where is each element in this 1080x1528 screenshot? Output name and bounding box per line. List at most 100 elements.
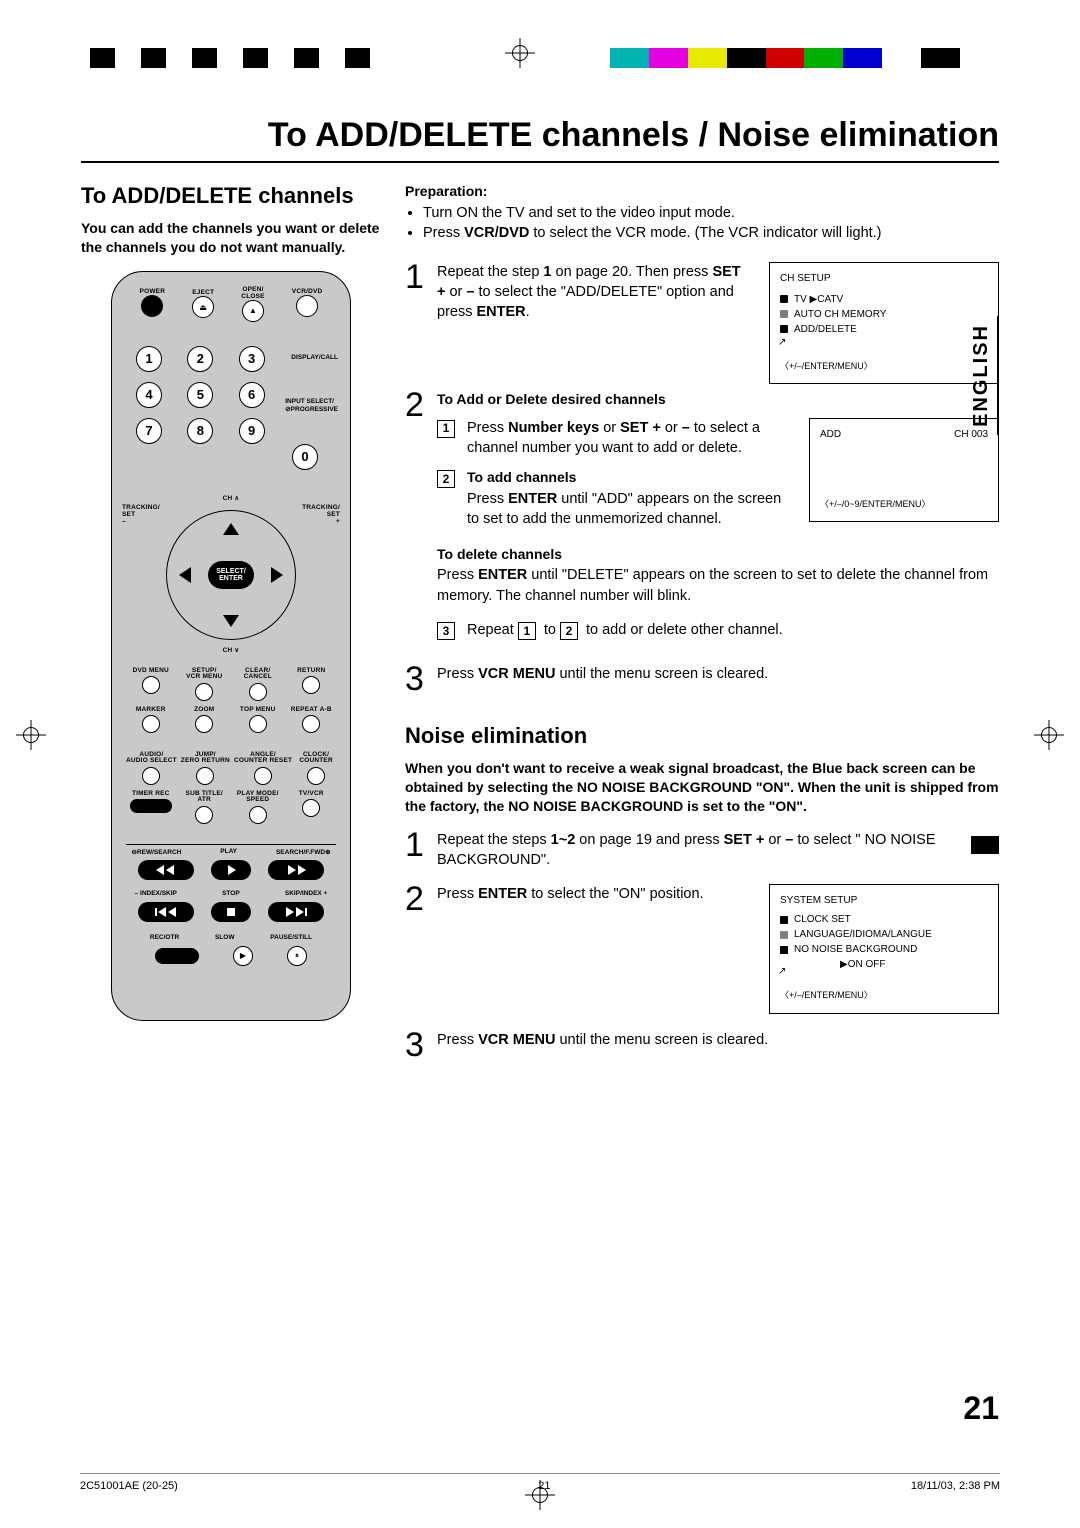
prep-item: Turn ON the TV and set to the video inpu… [423, 203, 999, 223]
ch-up-label: CH ∧ [112, 494, 350, 502]
remote-lbl-power: POWER [140, 288, 166, 295]
tv-footer: 〈+/–/0~9/ENTER/MENU〉 [820, 498, 988, 512]
step-1-text: Repeat the step 1 on page 20. Then press… [437, 262, 753, 323]
tracking-minus-label: TRACKING/ SET – [122, 504, 160, 525]
index-skip-minus-label: – INDEX/SKIP [135, 890, 177, 897]
remote-grid-2: AUDIO/ AUDIO SELECTJUMP/ ZERO RETURNANGL… [112, 752, 350, 830]
page-title: To ADD/DELETE channels / Noise eliminati… [81, 116, 999, 163]
remote-grid-1: DVD MENUSETUP/ VCR MENUCLEAR/ CANCELRETU… [112, 668, 350, 740]
page-content: To ADD/DELETE channels / Noise eliminati… [80, 115, 1000, 1428]
next-button-icon [268, 902, 324, 922]
registration-marks-top [0, 38, 1080, 78]
num-0: 0 [292, 444, 318, 470]
tv-line: LANGUAGE/IDIOMA/LANGUE [794, 927, 932, 942]
tv-line: AUTO CH MEMORY [794, 307, 886, 322]
rew-label: ⊖REW/SEARCH [131, 848, 181, 856]
footer-right: 18/11/03, 2:38 PM [911, 1480, 1000, 1492]
rec-button-icon [155, 948, 199, 964]
rec-label: REC/OTR [150, 934, 179, 941]
color-bars [610, 48, 960, 68]
num-6: 6 [239, 382, 265, 408]
step-2-heading: To Add or Delete desired channels [437, 390, 999, 410]
index-skip-plus-label: SKIP/INDEX + [285, 890, 327, 897]
ch-down-label: CH ∨ [112, 646, 350, 654]
noise-step-2-num: 2 [405, 884, 429, 915]
crosshair-top [505, 38, 535, 68]
substep-1-num: 1 [437, 420, 455, 438]
remote-lbl-vcrdvd: VCR/DVD [292, 288, 323, 295]
noise-step-1-num: 1 [405, 830, 429, 871]
remote-lbl-display: DISPLAY/CALL [291, 354, 338, 361]
num-1: 1 [136, 346, 162, 372]
tv-footer: 〈+/–/ENTER/MENU〉 [780, 989, 988, 1003]
num-4: 4 [136, 382, 162, 408]
eject-button-icon: ⏏ [192, 296, 214, 318]
vcrdvd-button-icon [296, 295, 318, 317]
step-3-num: 3 [405, 664, 429, 695]
add-channels-heading: To add channels [467, 469, 576, 485]
section1-intro: You can add the channels you want or del… [81, 219, 381, 257]
play-label: PLAY [220, 848, 237, 855]
tv-line: TV ▶CATV [794, 292, 843, 307]
arrow-right-icon [271, 567, 283, 583]
power-button-icon [141, 295, 163, 317]
step-3-text: Press VCR MENU until the menu screen is … [437, 664, 999, 695]
tv-title: CH SETUP [780, 271, 988, 286]
play-button-icon [211, 860, 251, 880]
num-2: 2 [187, 346, 213, 372]
preparation-heading: Preparation: [405, 183, 999, 199]
tv-screen-system: SYSTEM SETUP CLOCK SET LANGUAGE/IDIOMA/L… [769, 884, 999, 1014]
noise-step-3-num: 3 [405, 1030, 429, 1061]
noise-step-1-text: Repeat the steps 1~2 on page 19 and pres… [437, 830, 999, 871]
stop-button-icon [211, 902, 251, 922]
preparation-list: Turn ON the TV and set to the video inpu… [405, 203, 999, 244]
remote-lbl-open: OPEN/ CLOSE [241, 286, 264, 300]
num-9: 9 [239, 418, 265, 444]
pause-label: PAUSE/STILL [270, 934, 312, 941]
stop-label: STOP [222, 890, 240, 897]
prep-item: Press VCR/DVD to select the VCR mode. (T… [423, 223, 999, 243]
num-8: 8 [187, 418, 213, 444]
substep-3-text: Repeat 1 to 2 to add or delete other cha… [467, 620, 783, 640]
delete-channels-text: Press ENTER until "DELETE" appears on th… [437, 567, 988, 603]
tracking-plus-label: TRACKING/ SET + [302, 504, 340, 525]
remote-lbl-input: INPUT SELECT/ ⊘PROGRESSIVE [285, 398, 338, 413]
arrow-up-icon [223, 523, 239, 535]
ffwd-label: SEARCH/F.FWD⊕ [276, 848, 331, 856]
prev-button-icon [138, 902, 194, 922]
tv-line: NO NOISE BACKGROUND [794, 942, 917, 957]
noise-step-3-text: Press VCR MENU until the menu screen is … [437, 1030, 999, 1061]
num-7: 7 [136, 418, 162, 444]
tv-add-label: ADD [820, 427, 841, 442]
substep-1-text: Press Number keys or SET + or – to selec… [467, 418, 793, 459]
right-column: Preparation: Turn ON the TV and set to t… [405, 183, 999, 1074]
delete-channels-heading: To delete channels [437, 546, 562, 562]
num-5: 5 [187, 382, 213, 408]
crosshair-left [16, 720, 46, 750]
ffwd-button-icon [268, 860, 324, 880]
tv-footer: 〈+/–/ENTER/MENU〉 [780, 360, 988, 374]
substep-3-num: 3 [437, 622, 455, 640]
remote-diagram: POWER EJECT⏏ OPEN/ CLOSE▲ VCR/DVD 123456… [111, 271, 351, 1021]
pause-button-icon: ⏸ [287, 946, 307, 966]
bw-bars [90, 48, 370, 68]
tv-screen-chsetup: CH SETUP TV ▶CATV AUTO CH MEMORY ADD/DEL… [769, 262, 999, 385]
footer-left: 2C51001AE (20-25) [80, 1480, 178, 1492]
arrow-left-icon [179, 567, 191, 583]
section1-title: To ADD/DELETE channels [81, 183, 381, 209]
open-button-icon: ▲ [242, 300, 264, 322]
select-enter-button: SELECT/ ENTER [208, 561, 254, 589]
tv-line: CLOCK SET [794, 912, 851, 927]
tv-title: SYSTEM SETUP [780, 893, 988, 908]
remote-lbl-eject: EJECT [192, 289, 214, 296]
side-marker [971, 836, 999, 854]
crosshair-right [1034, 720, 1064, 750]
rew-button-icon [138, 860, 194, 880]
crosshair-bottom [525, 1480, 555, 1510]
section2-title: Noise elimination [405, 723, 999, 749]
tv-line: ADD/DELETE [794, 322, 857, 337]
add-channels-text: Press ENTER until "ADD" appears on the s… [467, 491, 781, 527]
language-tab: ENGLISH [966, 316, 999, 435]
slow-button-icon: ▶ [233, 946, 253, 966]
step-1-num: 1 [405, 262, 429, 323]
